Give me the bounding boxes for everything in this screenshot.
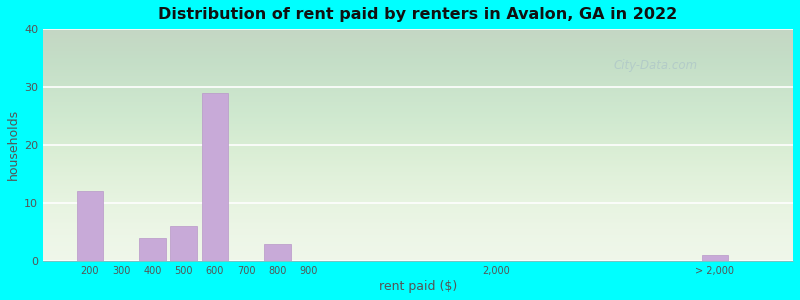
Bar (77, 191, 103, 261)
Y-axis label: households: households (7, 109, 20, 180)
Bar (702, 255, 728, 261)
Bar (170, 226, 197, 261)
Title: Distribution of rent paid by renters in Avalon, GA in 2022: Distribution of rent paid by renters in … (158, 7, 678, 22)
Bar (202, 93, 228, 261)
Bar (264, 244, 290, 261)
X-axis label: rent paid ($): rent paid ($) (379, 280, 458, 293)
Text: City-Data.com: City-Data.com (613, 59, 697, 72)
Bar (139, 238, 166, 261)
